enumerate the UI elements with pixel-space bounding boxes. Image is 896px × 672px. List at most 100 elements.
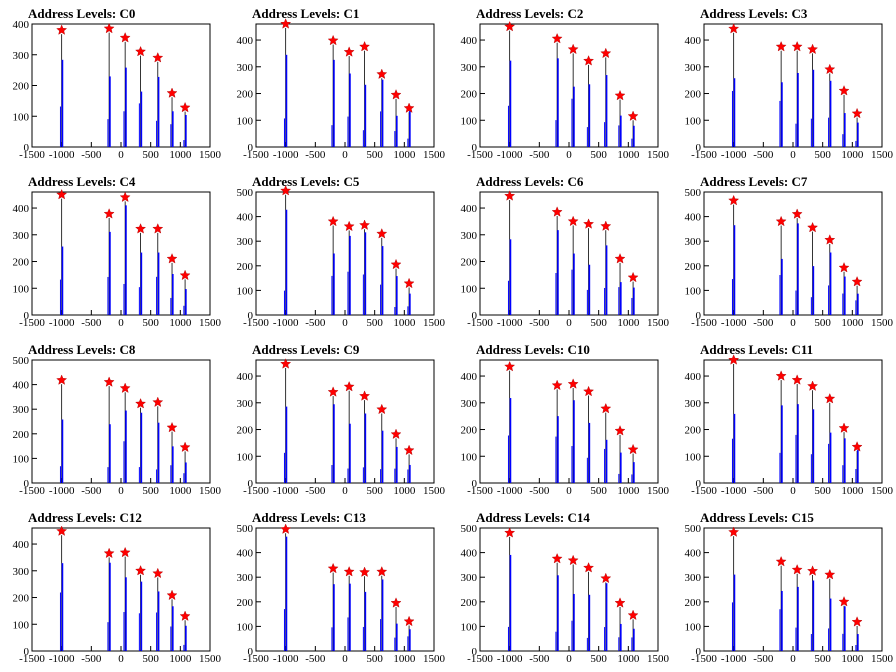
y-tick-label: 300 <box>685 572 702 584</box>
x-tick-label: 1500 <box>871 653 894 665</box>
peak-marker <box>851 441 863 452</box>
y-tick-label: 0 <box>472 310 478 322</box>
plot-frame <box>255 23 435 148</box>
x-tick-label: -1500 <box>19 149 45 161</box>
plot-frame <box>479 359 659 484</box>
peak-marker <box>135 398 147 409</box>
peak-marker <box>56 374 68 385</box>
x-tick-label: 0 <box>566 317 572 329</box>
x-tick-label: -500 <box>81 317 102 329</box>
x-tick-label: 1000 <box>617 149 640 161</box>
peak-marker <box>627 110 639 121</box>
x-tick-label: 0 <box>118 149 124 161</box>
chart-svg: 0 100 200 300 400 -1500 -1000 -500 0 500 1000 1500 <box>685 23 894 161</box>
y-tick-label: 300 <box>237 62 254 74</box>
plot-frame <box>479 527 659 652</box>
x-tick-label: -1500 <box>19 317 45 329</box>
x-tick-label: -1500 <box>467 149 493 161</box>
peak-marker <box>359 40 371 52</box>
peak-marker <box>56 188 68 200</box>
x-tick-label: 0 <box>118 485 124 497</box>
x-tick-label: -1000 <box>497 485 523 497</box>
y-tick-label: 100 <box>461 451 478 463</box>
chart-title: Address Levels: C14 <box>476 510 590 525</box>
x-tick-label: 0 <box>566 149 572 161</box>
y-tick-label: 0 <box>24 142 30 154</box>
y-tick-label: 300 <box>13 230 30 242</box>
y-tick-label: 300 <box>13 50 30 62</box>
peak-marker <box>567 554 579 566</box>
peak-marker <box>119 546 131 558</box>
x-tick-label: 1000 <box>169 485 192 497</box>
peak-marker <box>791 374 803 385</box>
peak-marker <box>179 101 191 113</box>
chart-title: Address Levels: C12 <box>28 510 142 525</box>
chart-title: Address Levels: C13 <box>252 510 366 525</box>
y-tick-label: 200 <box>13 429 30 441</box>
y-tick-label: 100 <box>685 115 702 127</box>
peak-marker <box>600 47 612 59</box>
chart-svg: 0 100 200 300 400 -1500 -1000 -500 0 500 1000 1500 <box>13 525 222 665</box>
peak-marker <box>166 589 178 601</box>
peak-marker <box>359 219 371 230</box>
peak-marker <box>775 40 787 52</box>
x-tick-label: -500 <box>753 653 774 665</box>
chart-svg: 0 100 200 300 400 500 -1500 -1000 -500 0 500 1000 15… <box>685 523 894 665</box>
x-tick-label: 1500 <box>871 149 894 161</box>
x-tick-label: 1000 <box>617 653 640 665</box>
peak-marker <box>851 276 863 287</box>
x-tick-label: 1500 <box>871 485 894 497</box>
chart-svg: 0 100 200 300 400 500 -1500 -1000 -500 0 500 1000 15… <box>237 185 446 329</box>
y-tick-label: 400 <box>237 548 254 560</box>
y-tick-label: 100 <box>13 453 30 465</box>
y-tick-label: 400 <box>13 380 30 392</box>
peak-marker <box>166 421 178 433</box>
plot-frame <box>255 527 435 652</box>
peak-marker <box>403 102 415 113</box>
chart-panel-c15: Address Levels: C15 0 100 200 300 400 500 -1500… <box>672 504 896 672</box>
y-tick-label: 200 <box>237 261 254 273</box>
chart-panel-c9: Address Levels: C9 0 100 200 300 400 -1500 -100… <box>224 336 448 504</box>
x-tick-label: -500 <box>305 485 326 497</box>
chart-title: Address Levels: C9 <box>252 342 360 357</box>
x-tick-label: 500 <box>590 149 607 161</box>
x-tick-label: 1000 <box>393 317 416 329</box>
chart-panel-c12: Address Levels: C12 0 100 200 300 400 -1500 -10… <box>0 504 224 672</box>
peak-marker <box>791 208 803 219</box>
peak-marker <box>390 89 402 100</box>
y-tick-label: 500 <box>13 355 30 367</box>
y-tick-label: 300 <box>685 398 702 410</box>
x-tick-label: -1000 <box>721 317 747 329</box>
peak-marker <box>390 597 402 608</box>
y-tick-label: 300 <box>237 236 254 248</box>
y-tick-label: 400 <box>13 19 30 31</box>
x-tick-label: -1500 <box>19 653 45 665</box>
peak-marker <box>583 562 595 573</box>
x-tick-label: -1500 <box>243 485 269 497</box>
peak-marker <box>583 55 595 66</box>
y-tick-label: 300 <box>461 572 478 584</box>
x-tick-label: 500 <box>366 317 383 329</box>
chart-title: Address Levels: C7 <box>700 174 808 189</box>
peak-marker <box>614 253 626 264</box>
y-tick-label: 400 <box>685 35 702 47</box>
y-tick-label: 500 <box>685 523 702 535</box>
peak-marker <box>824 393 836 404</box>
peak-marker <box>807 380 819 391</box>
x-tick-label: 0 <box>342 485 348 497</box>
peak-marker <box>327 215 339 227</box>
x-tick-label: -1500 <box>691 317 717 329</box>
peak-marker <box>807 221 819 233</box>
y-tick-label: 300 <box>685 62 702 74</box>
chart-title: Address Levels: C8 <box>28 342 136 357</box>
y-tick-label: 200 <box>13 257 30 269</box>
x-tick-label: -500 <box>305 149 326 161</box>
x-tick-label: 1000 <box>169 317 192 329</box>
chart-svg: 0 100 200 300 400 -1500 -1000 -500 0 500 1000 1500 <box>685 354 894 497</box>
x-tick-label: -1000 <box>721 653 747 665</box>
chart-title: Address Levels: C3 <box>700 6 808 21</box>
chart-panel-c14: Address Levels: C14 0 100 200 300 400 500 -1500… <box>448 504 672 672</box>
x-tick-label: -500 <box>529 317 550 329</box>
x-tick-label: 1000 <box>841 149 864 161</box>
x-tick-label: 1000 <box>841 485 864 497</box>
